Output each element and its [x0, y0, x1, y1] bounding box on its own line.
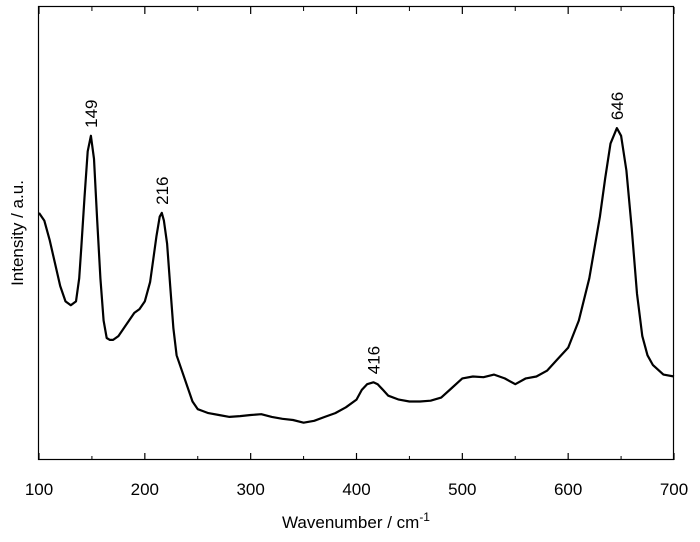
x-axis-label: Wavenumber / cm-1: [282, 510, 430, 532]
spectrum-line: [38, 127, 675, 424]
peak-label-416: 416: [364, 346, 383, 374]
x-tick-label: 600: [554, 480, 582, 499]
x-tick-label: 400: [342, 480, 370, 499]
x-tick-label: 100: [25, 480, 53, 499]
x-tick-label: 700: [660, 480, 688, 499]
peak-label-216: 216: [153, 176, 172, 204]
x-axis-ticks: [38, 7, 675, 460]
peak-labels: 149 216 416 646: [82, 92, 627, 374]
x-axis-label-superscript: -1: [419, 510, 430, 524]
x-tick-label: 500: [448, 480, 476, 499]
plot-area: [37, 5, 675, 461]
x-axis-label-text: Wavenumber / cm: [282, 513, 419, 532]
peak-label-646: 646: [608, 92, 627, 120]
x-axis-tick-labels: 100 200 300 400 500 600 700: [25, 480, 688, 499]
y-axis-label: Intensity / a.u.: [8, 180, 27, 286]
peak-label-149: 149: [82, 99, 101, 127]
plot-frame: [37, 5, 675, 461]
x-tick-label: 300: [236, 480, 264, 499]
x-tick-label: 200: [131, 480, 159, 499]
